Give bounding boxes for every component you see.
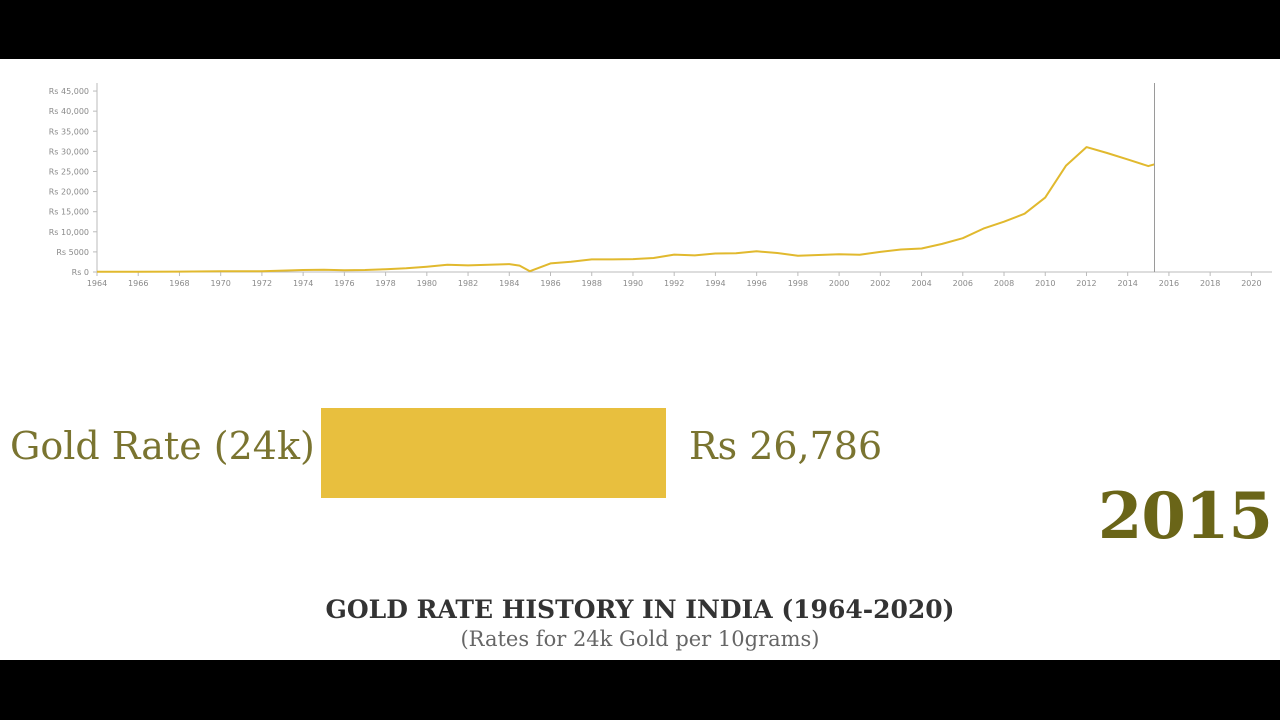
x-tick-label: 1998: [788, 279, 808, 288]
y-tick-label: Rs 30,000: [49, 147, 89, 156]
y-tick-label: Rs 0: [72, 268, 89, 277]
x-tick-label: 2020: [1241, 279, 1261, 288]
x-tick-label: 1968: [169, 279, 189, 288]
y-tick-label: Rs 45,000: [49, 87, 89, 96]
y-tick-label: Rs 20,000: [49, 188, 89, 197]
y-tick-label: Rs 25,000: [49, 167, 89, 176]
bar-value: Rs 26,786: [689, 424, 883, 468]
x-tick-label: 1982: [458, 279, 478, 288]
gold-rate-bar: [321, 408, 666, 498]
x-axis: 1964 1966 1968 1970 1972 1974 1976 1978 1980 1982…: [87, 271, 1272, 288]
bar-label: Gold Rate (24k): [10, 424, 315, 468]
x-tick-label: 1996: [746, 279, 766, 288]
chart-subtitle: (Rates for 24k Gold per 10grams): [460, 627, 820, 651]
x-tick-label: 2006: [953, 279, 973, 288]
y-axis: Rs 0 Rs 5000 Rs 10,000 Rs 15,000 Rs 20,000 Rs…: [49, 83, 98, 277]
x-tick-label: 2014: [1118, 279, 1138, 288]
x-tick-label: 1970: [211, 279, 231, 288]
x-tick-label: 2004: [911, 279, 931, 288]
x-tick-label: 2010: [1035, 279, 1055, 288]
gold-rate-line-chart: Rs 0 Rs 5000 Rs 10,000 Rs 15,000 Rs 20,000 Rs…: [49, 83, 1272, 288]
x-tick-label: 1974: [293, 279, 313, 288]
chart-title: GOLD RATE HISTORY IN INDIA (1964-2020): [325, 595, 955, 624]
gold-rate-series-line: [97, 146, 1155, 273]
video-frame: Rs 0 Rs 5000 Rs 10,000 Rs 15,000 Rs 20,000 Rs…: [0, 59, 1280, 660]
x-tick-label: 1976: [334, 279, 354, 288]
x-tick-label: 2016: [1159, 279, 1179, 288]
y-tick-label: Rs 15,000: [49, 208, 89, 217]
x-tick-label: 1980: [417, 279, 437, 288]
x-tick-label: 1990: [623, 279, 643, 288]
y-tick-label: Rs 10,000: [49, 228, 89, 237]
x-tick-label: 2002: [870, 279, 890, 288]
x-tick-label: 2008: [994, 279, 1014, 288]
x-tick-label: 1984: [499, 279, 519, 288]
y-tick-label: Rs 40,000: [49, 107, 89, 116]
series-layer: [97, 146, 1155, 273]
x-tick-label: 1994: [705, 279, 725, 288]
x-tick-label: 2000: [829, 279, 849, 288]
x-tick-label: 1964: [87, 279, 107, 288]
current-year: 2015: [1097, 479, 1273, 554]
x-tick-label: 1972: [252, 279, 272, 288]
x-tick-label: 2012: [1076, 279, 1096, 288]
x-tick-label: 1966: [128, 279, 148, 288]
bar-track: [321, 408, 666, 498]
x-tick-label: 1978: [375, 279, 395, 288]
x-tick-label: 1986: [540, 279, 560, 288]
x-tick-label: 2018: [1200, 279, 1220, 288]
x-tick-label: 1992: [664, 279, 684, 288]
y-tick-label: Rs 35,000: [49, 127, 89, 136]
y-tick-label: Rs 5000: [56, 248, 89, 257]
x-tick-label: 1988: [582, 279, 602, 288]
